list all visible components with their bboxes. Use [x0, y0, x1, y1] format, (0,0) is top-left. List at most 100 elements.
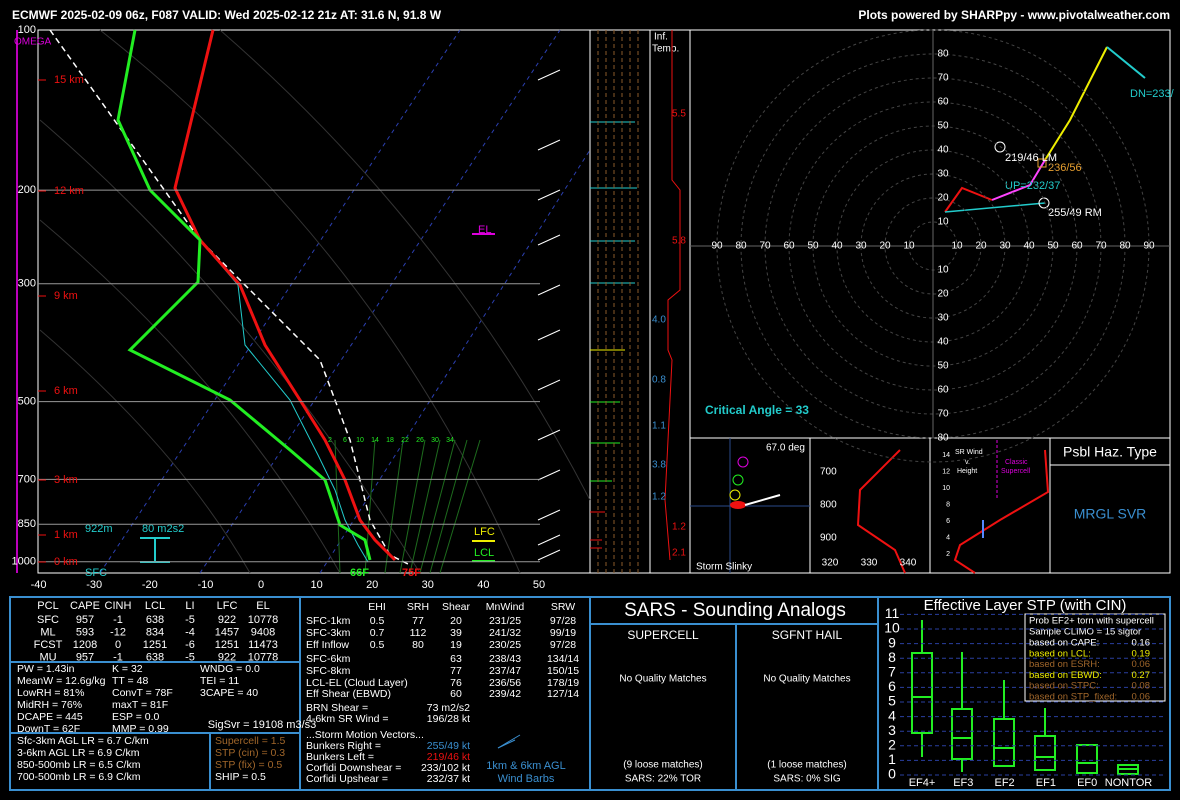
thermo-header: LFC: [217, 600, 238, 612]
sars-col: SUPERCELL: [627, 628, 699, 642]
hodo-label: 50: [937, 361, 949, 372]
temperature-trace: [173, 29, 397, 562]
barb-icon: [497, 734, 521, 749]
wind-barbs: [537, 69, 561, 561]
kin-cell: 39: [450, 627, 462, 639]
thermo-cell: -4: [185, 626, 195, 638]
stp-tick: 2: [888, 737, 896, 753]
kin-extra-label: 4-6km SR Wind =: [306, 713, 389, 725]
sfc-label: SFC: [85, 567, 107, 579]
index: TT = 48: [112, 675, 148, 687]
temp-label: 40: [477, 579, 489, 591]
thermo-header: CINH: [105, 600, 132, 612]
index: DownT = 62F: [17, 723, 80, 735]
kin-cell: 134/14: [547, 653, 579, 665]
composite: Supercell = 1.5: [215, 735, 285, 747]
hodo-trace: [1044, 46, 1108, 161]
kin-extra-value: 196/28 kt: [427, 713, 470, 725]
index: MMP = 0.99: [112, 723, 169, 735]
temp-label: 10: [310, 579, 322, 591]
stp-legend-label: based on LCL:: [1029, 648, 1091, 659]
panel-borders: [37, 29, 1171, 574]
hodo-label: 70: [1095, 241, 1107, 252]
thermo-header: PCL: [37, 600, 58, 612]
temp-label: -10: [197, 579, 213, 591]
stp-category: EF4+: [909, 777, 936, 789]
kin-extra-value: 232/37 kt: [427, 773, 470, 785]
kin-header: SRW: [551, 601, 575, 613]
stp-tick: 5: [888, 693, 896, 709]
height-label: 6 km: [54, 385, 78, 397]
pressure-label: 700: [18, 473, 36, 485]
hodo-rm: 255/49 RM: [1048, 207, 1102, 219]
inferred-temp: 2.1: [672, 548, 686, 559]
hodo-label: 30: [855, 241, 867, 252]
inflow-bars-green: [590, 401, 620, 482]
thermo-cell: -1: [113, 651, 123, 663]
kin-cell: 150/15: [547, 665, 579, 677]
stp-tick: 9: [888, 634, 896, 650]
slinky: [690, 438, 810, 573]
kin-extra-value: 233/102 kt: [421, 762, 470, 774]
wetbulb-trace: [199, 239, 369, 563]
index: K = 32: [112, 663, 143, 675]
kin-cell: 99/19: [550, 627, 576, 639]
kin-cell: 63: [450, 653, 462, 665]
inferred-temp: 0.8: [652, 375, 666, 386]
kin-extra-label: Bunkers Left =: [306, 751, 374, 763]
hodo-label: 40: [937, 337, 949, 348]
sars-result: SARS: 0% SIG: [773, 774, 840, 785]
kin-cell: 60: [450, 688, 462, 700]
lapse-rate: 850-500mb LR = 6.5 C/km: [17, 759, 141, 771]
srwind-title: Height: [957, 468, 977, 475]
thermo-cell: 1251: [215, 639, 239, 651]
kin-cell: 0.7: [370, 627, 385, 639]
kin-cell: 97/28: [550, 615, 576, 627]
stp-legend-label: based on STPC:: [1029, 681, 1099, 692]
kin-header: EHI: [368, 601, 386, 613]
inferred-temp: 5.8: [672, 236, 686, 247]
stp-legend-label: based on STP_fixed:: [1029, 692, 1117, 703]
inferred-temp-trace: [664, 30, 681, 561]
kin-cell: 127/14: [547, 688, 579, 700]
hodo-label: 50: [807, 241, 819, 252]
hodo-label: 30: [999, 241, 1011, 252]
thetae-pressure: 800: [820, 500, 837, 511]
composite: STP (fix) = 0.5: [215, 759, 282, 771]
hodo-label: 50: [1047, 241, 1059, 252]
pressure-label: 100: [18, 24, 36, 36]
thetae-pressure: 900: [820, 533, 837, 544]
hodo-label: 20: [879, 241, 891, 252]
index: LowRH = 81%: [17, 687, 84, 699]
hazard-title: Psbl Haz. Type: [1063, 444, 1157, 460]
srwind-tick: 12: [942, 468, 950, 475]
hodo-label: 40: [1023, 241, 1035, 252]
kin-cell: 241/32: [489, 627, 521, 639]
thetae-value: 340: [900, 558, 917, 569]
stp-category: EF2: [995, 777, 1015, 789]
hodograph-layer: [944, 46, 1146, 213]
kin-cell: 77: [450, 665, 462, 677]
hodo-label: 10: [937, 217, 949, 228]
index: maxT = 81F: [112, 699, 168, 711]
sars-nomatch: No Quality Matches: [763, 674, 850, 685]
lapse-rate: 700-500mb LR = 6.9 C/km: [17, 771, 141, 783]
kin-cell: 112: [410, 627, 427, 639]
hodo-label: 20: [975, 241, 987, 252]
thermo-cell: 638: [146, 651, 164, 663]
hodo-label: 60: [783, 241, 795, 252]
left-mover: [994, 141, 1006, 153]
thermo-cell: 922: [218, 651, 236, 663]
index: ESP = 0.0: [112, 711, 160, 723]
inferred-temp: 1.2: [672, 522, 686, 533]
stp-legend-title: Prob EF2+ torn with supercell: [1029, 616, 1154, 627]
sars-col: SGFNT HAIL: [772, 628, 843, 642]
stp-tick: 8: [888, 649, 896, 665]
kin-cell: 0.5: [370, 615, 385, 627]
hodo-label: 50: [937, 121, 949, 132]
mixing-label: 34: [446, 437, 454, 444]
index: ConvT = 78F: [112, 687, 173, 699]
stp-legend-value: 0.19: [1132, 648, 1151, 659]
mixing-label: 6: [343, 437, 347, 444]
